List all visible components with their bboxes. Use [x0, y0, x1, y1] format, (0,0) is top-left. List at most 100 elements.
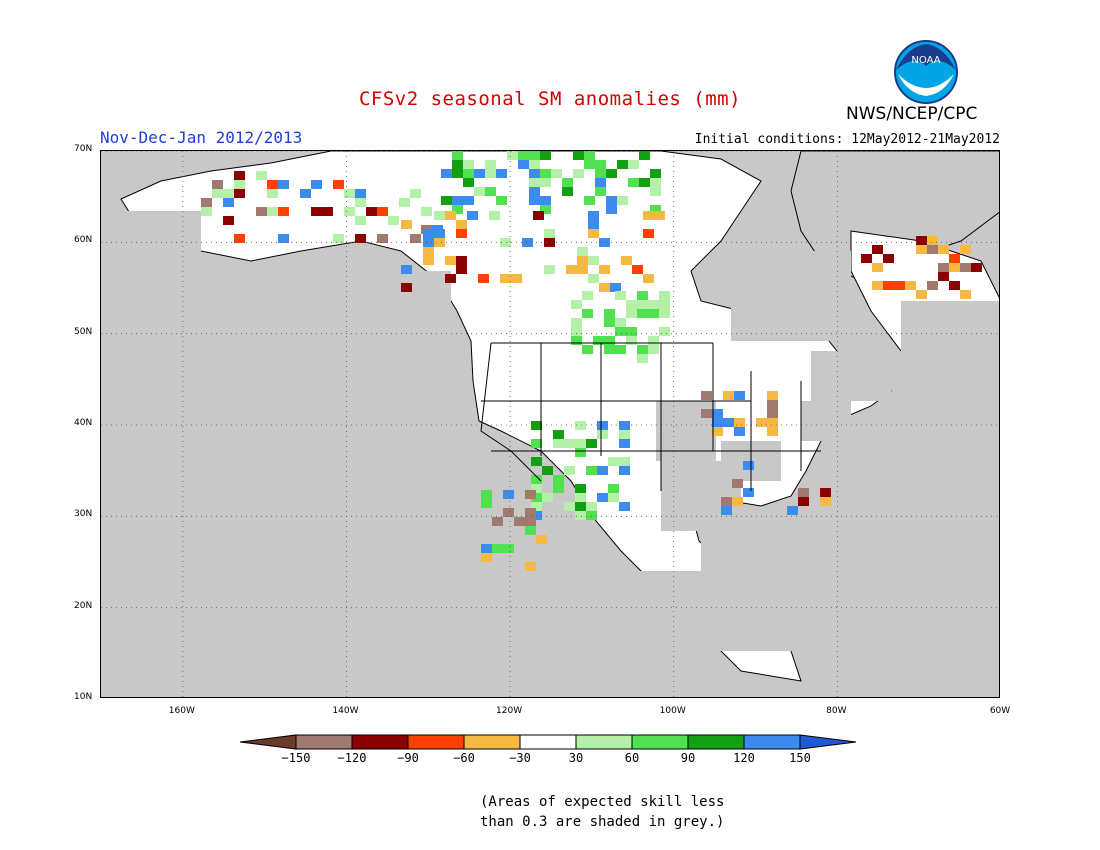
anomaly-cell [767, 409, 778, 418]
anomaly-cell [467, 211, 478, 220]
anomaly-cell [595, 187, 606, 196]
anomaly-cell [223, 216, 234, 225]
agency-label: NWS/NCEP/CPC [846, 104, 978, 124]
anomaly-cell [566, 265, 577, 274]
anomaly-cell [201, 198, 212, 207]
anomaly-cell [615, 291, 626, 300]
anomaly-cell [544, 229, 555, 238]
anomaly-cell [571, 327, 582, 336]
anomaly-cell [445, 211, 456, 220]
anomaly-cell [503, 544, 514, 553]
anomaly-cell [456, 220, 467, 229]
anomaly-cell [586, 439, 597, 448]
anomaly-cell [525, 526, 536, 535]
anomaly-cell [553, 430, 564, 439]
anomaly-cell [485, 187, 496, 196]
longitude-label: 120W [496, 706, 523, 716]
anomaly-cell [531, 484, 542, 493]
anomaly-cell [525, 508, 536, 517]
anomaly-cell [489, 211, 500, 220]
anomaly-cell [883, 254, 894, 263]
anomaly-cell [452, 205, 463, 214]
anomaly-cell [234, 234, 245, 243]
legend-swatch [743, 734, 801, 750]
anomaly-cell [377, 207, 388, 216]
anomaly-cell [894, 281, 905, 290]
anomaly-cell [575, 484, 586, 493]
anomaly-cell [619, 421, 630, 430]
skill-note: (Areas of expected skill less than 0.3 a… [480, 792, 724, 832]
anomaly-cell [721, 497, 732, 506]
anomaly-cell [452, 169, 463, 178]
north-america-land [120, 151, 892, 682]
longitude-label: 140W [332, 706, 359, 716]
anomaly-cell [529, 187, 540, 196]
anomaly-cell [445, 256, 456, 265]
anomaly-cell [500, 238, 511, 247]
anomaly-cell [626, 327, 637, 336]
anomaly-cell [628, 160, 639, 169]
anomaly-cell [401, 283, 412, 292]
anomaly-cell [872, 281, 883, 290]
anomaly-cell [575, 502, 586, 511]
anomaly-cell [767, 391, 778, 400]
anomaly-cell [767, 400, 778, 409]
anomaly-cell [344, 189, 355, 198]
anomaly-cell [481, 544, 492, 553]
anomaly-cell [434, 211, 445, 220]
noaa-logo: NOAA [894, 40, 958, 104]
anomaly-cell [525, 490, 536, 499]
anomaly-cell [577, 256, 588, 265]
anomaly-cell [540, 169, 551, 178]
anomaly-cell [267, 189, 278, 198]
anomaly-cell [529, 169, 540, 178]
anomaly-cell [445, 274, 456, 283]
anomaly-cell [971, 263, 982, 272]
anomaly-cell [632, 265, 643, 274]
anomaly-cell [463, 169, 474, 178]
anomaly-cell [701, 409, 712, 418]
forecast-period: Nov-Dec-Jan 2012/2013 [100, 128, 303, 147]
anomaly-cell [410, 189, 421, 198]
anomaly-cell [798, 488, 809, 497]
anomaly-cell [626, 336, 637, 345]
color-legend-bar [240, 734, 857, 750]
anomaly-cell [481, 553, 492, 562]
anomaly-cell [743, 461, 754, 470]
anomaly-cell [278, 207, 289, 216]
anomaly-cell [573, 151, 584, 160]
anomaly-cell [643, 211, 654, 220]
anomaly-cell [604, 336, 615, 345]
anomaly-cell [441, 169, 452, 178]
anomaly-cell [529, 196, 540, 205]
anomaly-cell [518, 160, 529, 169]
anomaly-cell [573, 169, 584, 178]
anomaly-cell [474, 187, 485, 196]
anomaly-cell [938, 263, 949, 272]
longitude-label: 60W [989, 706, 1011, 716]
anomaly-cell [441, 196, 452, 205]
anomaly-cell [256, 171, 267, 180]
anomaly-cell [582, 291, 593, 300]
anomaly-cell [712, 427, 723, 436]
legend-tick-label: −90 [397, 751, 419, 765]
anomaly-cell [604, 309, 615, 318]
anomaly-cell [564, 502, 575, 511]
anomaly-cell [595, 160, 606, 169]
legend-tick-label: −60 [453, 751, 475, 765]
anomaly-cell [544, 238, 555, 247]
anomaly-cell [533, 211, 544, 220]
anomaly-cell [949, 263, 960, 272]
anomaly-cell [606, 205, 617, 214]
anomaly-cell [463, 160, 474, 169]
legend-tick-label: 90 [680, 751, 696, 765]
anomaly-cells [201, 151, 982, 571]
legend-swatch [575, 734, 633, 750]
anomaly-cell [734, 391, 745, 400]
anomaly-map [100, 150, 1000, 698]
map-title: CFSv2 seasonal SM anomalies (mm) [358, 88, 742, 110]
anomaly-cell [278, 180, 289, 189]
anomaly-cell [355, 234, 366, 243]
anomaly-cell [452, 160, 463, 169]
anomaly-cell [531, 475, 542, 484]
